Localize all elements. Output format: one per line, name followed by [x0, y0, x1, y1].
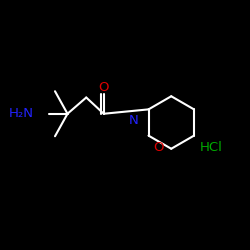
Text: O: O	[98, 81, 109, 94]
Text: HCl: HCl	[200, 141, 223, 154]
Text: H₂N: H₂N	[9, 107, 34, 120]
Text: O: O	[154, 141, 164, 154]
Text: N: N	[129, 114, 138, 126]
